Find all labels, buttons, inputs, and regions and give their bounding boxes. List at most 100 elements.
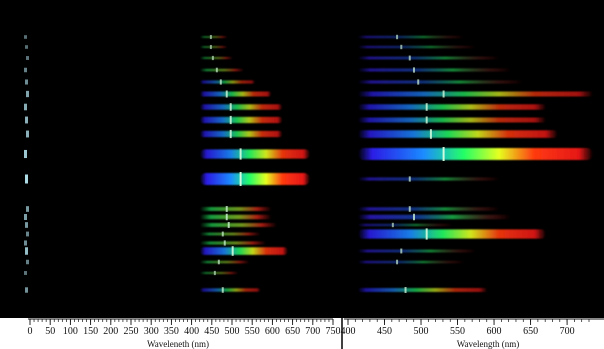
spectrum-band [200,232,261,236]
tick-label: 200 [103,326,118,337]
spectrum-band [200,271,239,275]
tick-label: 300 [144,326,159,337]
emission-line [412,67,415,73]
spectrum-band [358,260,464,264]
zero-order-spot [24,35,27,39]
right-axis-label: Wavelength (nm) [457,339,520,349]
left-x-axis: 0 50 100 150 200 250 300 350 400 450 500 550 600 650 7… [28,318,341,349]
spectrum-band [200,130,283,138]
zero-order-spot [25,116,28,124]
left-spectral-bands [200,34,310,293]
tick-label: 600 [265,326,280,337]
zero-order-spot [26,56,29,60]
emission-line [225,90,228,98]
zero-order-spot [26,231,29,237]
emission-line [219,79,222,85]
tick-label: 650 [285,326,300,337]
tick-label: 550 [450,326,465,337]
emission-line [412,213,415,221]
emission-line [217,259,220,265]
right-x-axis: 400 450 500 550 600 650 700 Wavelength (nm) [341,318,604,349]
left-spectra-panel [0,0,342,318]
emission-line [209,44,212,50]
tick-label: 350 [164,326,179,337]
spectrum-band [200,56,233,60]
tick-label: 0 [28,326,33,337]
right-spectral-bands [358,34,593,294]
zero-order-streaks [24,35,29,293]
tick-label: 500 [225,326,240,337]
emission-line [229,115,232,125]
spectrum-band [358,177,499,181]
emission-line [221,287,224,293]
spectrum-band [200,247,288,255]
spectrum-band [200,214,272,220]
zero-order-spot [24,103,27,111]
zero-order-spot [25,45,28,49]
emission-line [211,55,214,61]
emission-line [404,286,407,294]
tick-label: 650 [523,326,538,337]
spectrum-band [200,80,255,84]
zero-order-spot [24,240,27,246]
emission-line [239,172,242,186]
emission-line [391,222,394,228]
spectrum-band [200,35,228,39]
spectrum-band [200,222,277,228]
zero-order-spot [25,222,28,228]
spectrum-band [358,223,452,227]
tick-label: 450 [204,326,219,337]
emission-line [408,176,411,182]
emission-line [229,103,232,111]
zero-order-spot [25,247,28,255]
zero-order-spot [25,79,28,85]
zero-order-spot [26,90,29,98]
spectrum-band [200,206,272,212]
spectrum-band [358,207,499,211]
emission-line [442,147,445,161]
left-axis-label: Waveleneth (nm) [147,339,209,349]
spectrum-band [200,116,283,124]
zero-order-spot [25,287,28,293]
spectrum-band [200,260,250,264]
tick-label: 600 [487,326,502,337]
spectrum-band [358,117,546,123]
tick-label: 100 [63,326,78,337]
tick-label: 400 [341,326,356,337]
emission-line [429,129,432,139]
tick-label: 450 [377,326,392,337]
emission-line [229,129,232,139]
zero-order-spot [24,67,27,73]
spectrum-band [358,130,558,138]
emission-line [400,248,403,254]
zero-order-spot [24,149,27,159]
tick-label: 400 [184,326,199,337]
spectrum-band [358,229,546,239]
emission-line [425,103,428,111]
emission-line [213,270,216,276]
tick-label: 750 [326,326,341,337]
spectrum-band [200,91,272,97]
spectrum-band [358,80,523,84]
emission-line [227,221,230,229]
emission-line [209,34,212,40]
emission-line [417,79,420,85]
spectrum-band [358,45,476,49]
tick-label: 700 [560,326,575,337]
spectrum-band [358,287,488,293]
emission-line [225,205,228,213]
spectrum-band [200,104,283,110]
spectrum-band [358,68,511,72]
tick-label: 50 [45,326,55,337]
zero-order-spot [24,271,27,275]
zero-order-spot [25,174,28,184]
tick-label: 700 [305,326,320,337]
spectrum-band [200,68,244,72]
emission-line [408,55,411,61]
emission-line [396,34,399,40]
spectrum-band [358,91,593,97]
zero-order-spot [26,130,29,138]
emission-line [231,246,234,256]
